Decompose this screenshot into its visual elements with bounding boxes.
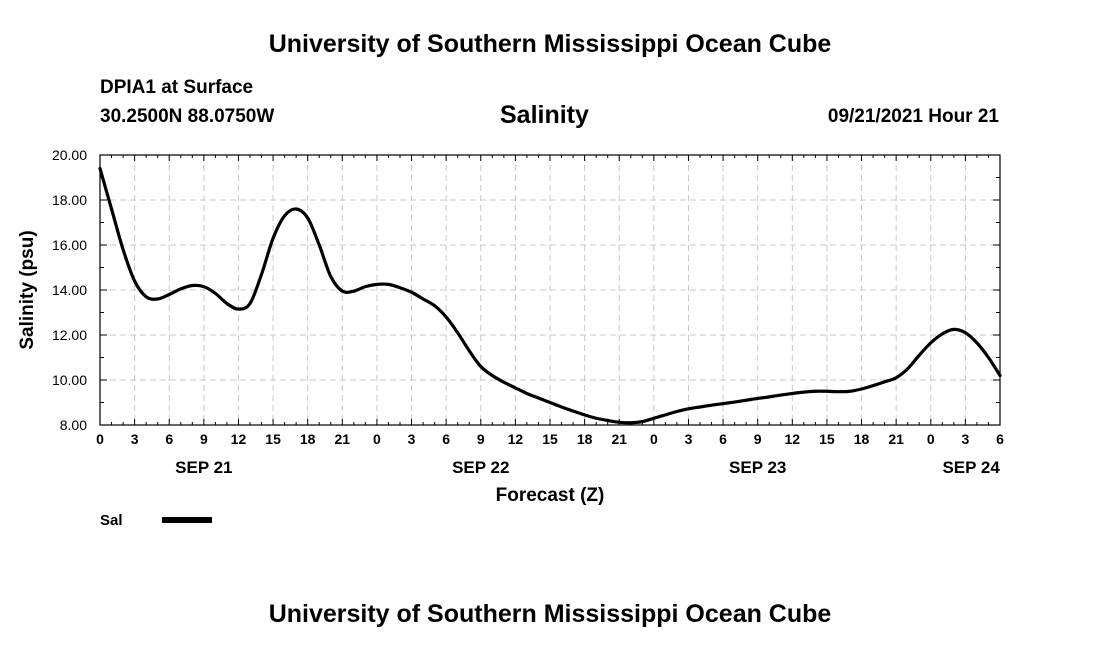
x-date-label: SEP 22 xyxy=(452,458,509,477)
series-line-sal xyxy=(98,166,1002,425)
y-tick-label: 20.00 xyxy=(52,147,87,163)
x-tick-label: 6 xyxy=(996,431,1004,447)
y-tick-label: 10.00 xyxy=(52,372,87,388)
x-axis-label: Forecast (Z) xyxy=(496,485,605,506)
chart-title: Salinity xyxy=(500,101,589,129)
x-tick-label: 21 xyxy=(335,431,351,447)
x-tick-label: 6 xyxy=(719,431,727,447)
x-tick-label: 12 xyxy=(231,431,247,447)
x-tick-label: 0 xyxy=(373,431,381,447)
x-tick-label: 15 xyxy=(819,431,835,447)
station-label: DPIA1 at Surface xyxy=(100,77,254,98)
x-date-label: SEP 23 xyxy=(729,458,786,477)
x-tick-label: 21 xyxy=(888,431,904,447)
x-tick-label: 18 xyxy=(854,431,870,447)
x-tick-label: 3 xyxy=(408,431,416,447)
x-tick-label: 18 xyxy=(300,431,316,447)
x-tick-label: 6 xyxy=(165,431,173,447)
coordinates-label: 30.2500N 88.0750W xyxy=(100,106,275,127)
x-tick-label: 9 xyxy=(754,431,762,447)
plot-frame xyxy=(99,154,1001,426)
legend-label: Sal xyxy=(100,512,123,529)
x-tick-label: 9 xyxy=(477,431,485,447)
y-tick-label: 16.00 xyxy=(52,237,87,253)
y-tick-label: 14.00 xyxy=(52,282,87,298)
x-tick-label: 21 xyxy=(611,431,627,447)
x-tick-label: 0 xyxy=(96,431,104,447)
x-tick-label: 0 xyxy=(927,431,935,447)
x-tick-label: 15 xyxy=(542,431,558,447)
y-tick-label: 12.00 xyxy=(52,327,87,343)
y-tick-label: 8.00 xyxy=(60,417,87,433)
x-date-label: SEP 24 xyxy=(942,458,1000,477)
x-date-label: SEP 21 xyxy=(175,458,232,477)
x-tick-label: 3 xyxy=(685,431,693,447)
x-tick-label: 9 xyxy=(200,431,208,447)
top-title: University of Southern Mississippi Ocean… xyxy=(268,30,832,58)
datetime-label: 09/21/2021 Hour 21 xyxy=(827,106,999,127)
x-tick-label: 3 xyxy=(131,431,139,447)
x-tick-label: 15 xyxy=(265,431,281,447)
x-tick-label: 18 xyxy=(577,431,593,447)
x-tick-label: 12 xyxy=(785,431,801,447)
y-axis-label: Salinity (psu) xyxy=(17,230,38,349)
x-tick-label: 6 xyxy=(442,431,450,447)
bottom-title: University of Southern Mississippi Ocean… xyxy=(268,600,832,628)
y-tick-label: 18.00 xyxy=(52,192,87,208)
x-tick-label: 3 xyxy=(961,431,969,447)
x-tick-label: 0 xyxy=(650,431,658,447)
x-tick-label: 12 xyxy=(508,431,524,447)
